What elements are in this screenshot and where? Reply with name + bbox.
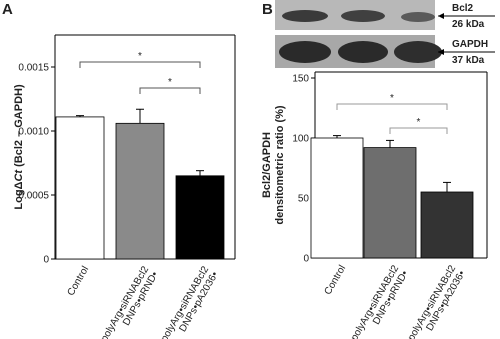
bar xyxy=(115,122,165,260)
significance-bracket xyxy=(79,61,201,68)
y-label-part: (Bcl2 – GAPDH) xyxy=(13,84,25,170)
y-axis-label: LogΔCt (Bcl2 – GAPDH) xyxy=(13,84,25,210)
blot-label: GAPDH xyxy=(452,39,488,50)
blot-band xyxy=(394,41,442,63)
blot-arrowhead xyxy=(438,13,444,19)
panel-letter: B xyxy=(262,1,273,18)
blot-band xyxy=(338,41,388,63)
y-axis-label: Bcl2/GAPDHdensitometric ratio (%) xyxy=(261,105,286,225)
significance-label: * xyxy=(390,93,394,104)
error-bar xyxy=(196,170,204,176)
y-tick-label: 0 xyxy=(43,255,49,266)
significance-bracket xyxy=(336,103,448,110)
blot-label: 37 kDa xyxy=(452,55,485,66)
error-bar xyxy=(333,135,341,138)
blot-band xyxy=(279,41,331,63)
error-bar xyxy=(386,139,394,148)
y-label-part: Ct xyxy=(13,169,25,182)
y-tick-label: 0.0010 xyxy=(18,127,49,138)
panel-letter: A xyxy=(2,1,13,18)
bar xyxy=(310,137,364,259)
y-tick-label: 0.0015 xyxy=(18,63,49,74)
bar xyxy=(420,191,474,259)
blot-band xyxy=(341,10,385,22)
blot-label: 26 kDa xyxy=(452,19,485,30)
bar xyxy=(55,116,105,260)
blot-label: Bcl2 xyxy=(452,3,474,14)
y-tick-label: 50 xyxy=(298,194,310,205)
significance-label: * xyxy=(168,77,172,88)
blot-arrowhead xyxy=(438,49,444,55)
significance-label: * xyxy=(138,51,142,62)
bar xyxy=(175,175,225,260)
y-tick-label: 0.0005 xyxy=(18,191,49,202)
y-tick-label: 150 xyxy=(292,74,309,85)
significance-label: * xyxy=(417,117,421,128)
y-label-line: densitometric ratio (%) xyxy=(274,105,286,225)
y-tick-label: 0 xyxy=(303,254,309,265)
blot-band xyxy=(401,12,435,22)
error-bar xyxy=(136,108,144,124)
western-blot: Bcl2 26 kDa GAPDH 37 kDa xyxy=(275,0,495,68)
bar xyxy=(363,147,417,259)
error-bar xyxy=(443,181,451,192)
blot-band xyxy=(282,10,328,22)
y-label-line: Bcl2/GAPDH xyxy=(261,132,273,198)
error-bar xyxy=(76,115,84,117)
y-label-part: LogΔ xyxy=(13,181,25,209)
significance-bracket xyxy=(389,127,448,134)
y-tick-label: 100 xyxy=(292,134,309,145)
significance-bracket xyxy=(139,87,201,94)
